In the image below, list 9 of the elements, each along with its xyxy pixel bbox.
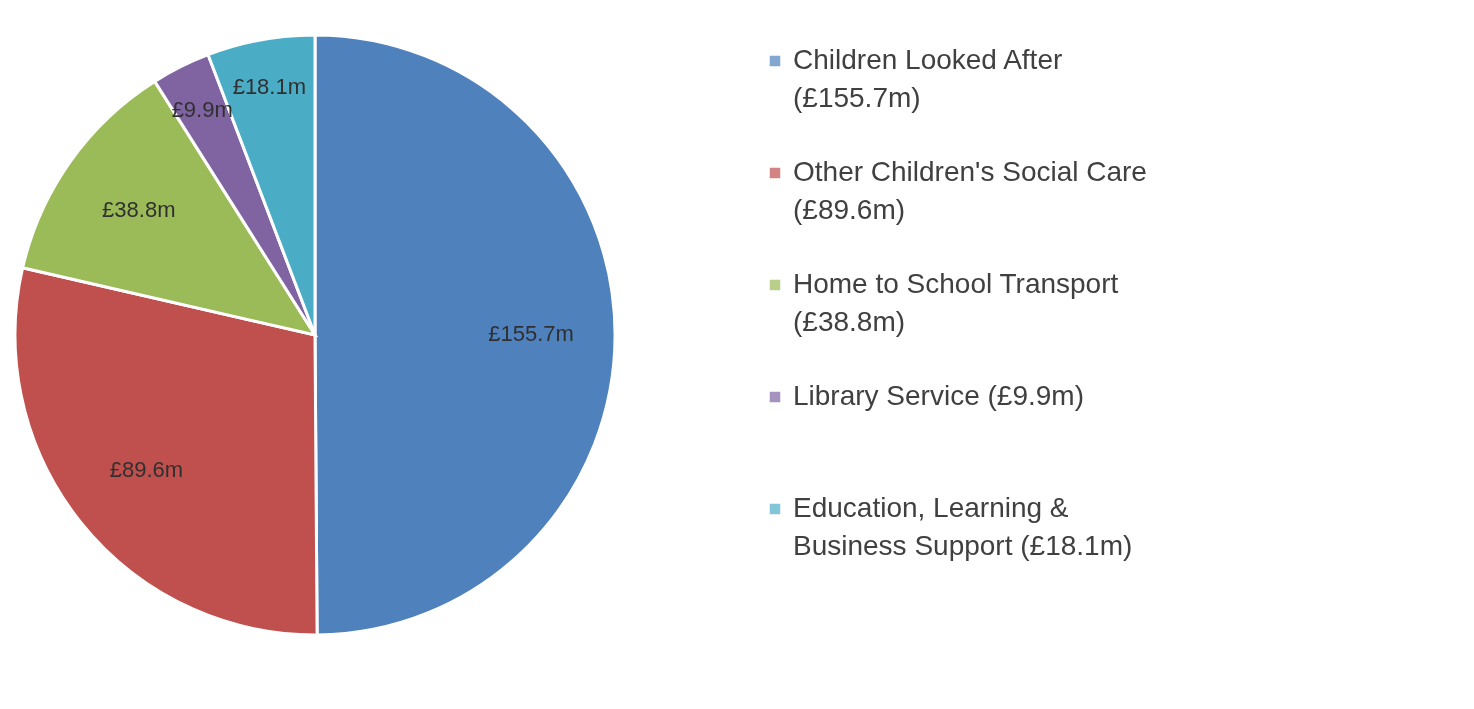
data-label: £18.1m xyxy=(232,74,307,100)
legend-label: Home to School Transport (£38.8m) xyxy=(793,268,1119,337)
legend-label: Other Children's Social Care (£89.6m) xyxy=(793,156,1147,225)
data-label: £155.7m xyxy=(488,321,574,347)
legend-label: Education, Learning & Business Support (£18.1m) xyxy=(793,492,1133,561)
legend-label: Library Service (£9.9m) xyxy=(793,380,1084,411)
legend-label: Children Looked After (£155.7m) xyxy=(793,44,1063,113)
data-label: £89.6m xyxy=(109,457,184,483)
data-label: £38.8m xyxy=(102,197,176,223)
